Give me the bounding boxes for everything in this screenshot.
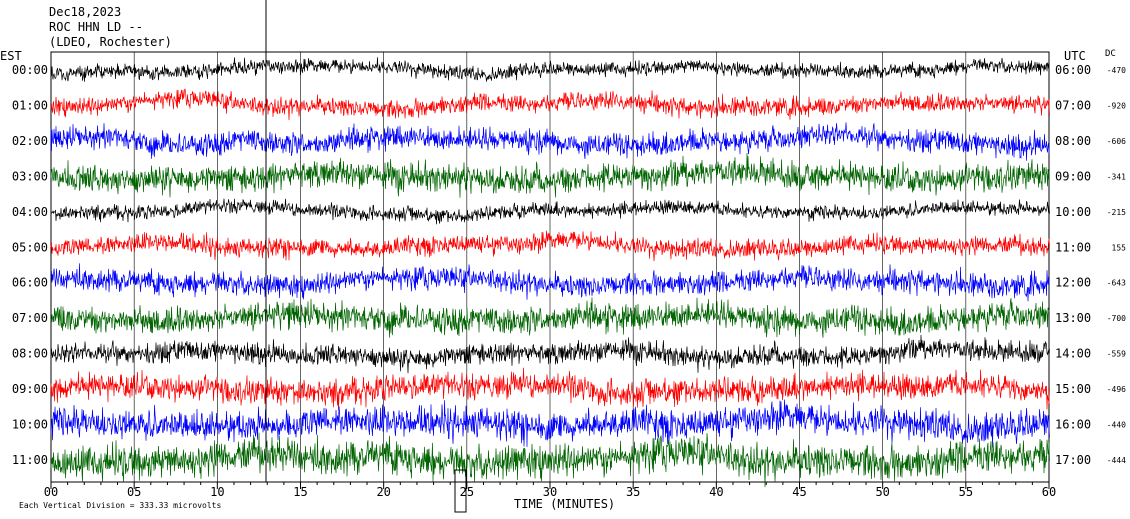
x-tick-label: 50 bbox=[875, 485, 889, 499]
x-tick-label: 60 bbox=[1042, 485, 1056, 499]
trace-line bbox=[50, 88, 1050, 121]
est-label: 03:00 bbox=[12, 169, 48, 183]
est-label: 10:00 bbox=[12, 418, 48, 432]
x-axis-label: TIME (MINUTES) bbox=[514, 497, 615, 511]
dc-label: -341 bbox=[1107, 172, 1126, 181]
x-tick-label: 55 bbox=[959, 485, 973, 499]
dc-label: -215 bbox=[1107, 208, 1126, 217]
utc-label: 16:00 bbox=[1055, 418, 1091, 432]
trace-line bbox=[50, 152, 1050, 198]
est-label: 08:00 bbox=[12, 347, 48, 361]
marker-lines bbox=[265, 0, 467, 513]
dc-label: 155 bbox=[1112, 243, 1127, 252]
trace-line bbox=[50, 334, 1050, 374]
est-label: 04:00 bbox=[12, 205, 48, 219]
est-label: 06:00 bbox=[12, 276, 48, 290]
footer-note: Each Vertical Division = 333.33 microvol… bbox=[19, 501, 221, 510]
dc-label: -643 bbox=[1107, 279, 1126, 288]
utc-label: 06:00 bbox=[1055, 63, 1091, 77]
est-label: 01:00 bbox=[12, 98, 48, 112]
dc-label: -606 bbox=[1107, 137, 1126, 146]
trace-line bbox=[50, 57, 1050, 82]
trace-line bbox=[50, 263, 1050, 302]
dc-label: -440 bbox=[1107, 421, 1126, 430]
dc-label: -470 bbox=[1107, 66, 1126, 75]
utc-label: 07:00 bbox=[1055, 98, 1091, 112]
trace-line bbox=[50, 367, 1050, 411]
dc-label: -444 bbox=[1107, 456, 1126, 465]
x-tick-label: 15 bbox=[293, 485, 307, 499]
chart-date: Dec18,2023 bbox=[49, 5, 121, 19]
traces bbox=[50, 57, 1050, 488]
utc-label: 13:00 bbox=[1055, 311, 1091, 325]
x-tick-label: 05 bbox=[127, 485, 141, 499]
utc-labels: 06:00 07:00 08:00 09:00 10:00 11:00 12:00 13:00… bbox=[1055, 63, 1091, 467]
trace-line bbox=[50, 399, 1050, 448]
x-tick-label: 30 bbox=[543, 485, 557, 499]
est-label: 05:00 bbox=[12, 240, 48, 254]
utc-label: 12:00 bbox=[1055, 276, 1091, 290]
x-axis: 00 05 10 15 20 25 30 35 40 45 50 55 60 bbox=[44, 485, 1056, 499]
x-tick-label: 35 bbox=[626, 485, 640, 499]
est-label: 02:00 bbox=[12, 134, 48, 148]
utc-label: 09:00 bbox=[1055, 169, 1091, 183]
utc-label: 17:00 bbox=[1055, 453, 1091, 467]
x-tick-label: 40 bbox=[709, 485, 723, 499]
grid-lines bbox=[50, 51, 1050, 489]
x-tick-label: 25 bbox=[460, 485, 474, 499]
trace-line bbox=[50, 198, 1050, 225]
utc-label: 15:00 bbox=[1055, 382, 1091, 396]
dc-labels: -470 -920 -606 -341 -215 155 -643 -700 -559 -496 -… bbox=[1107, 66, 1126, 465]
trace-line bbox=[50, 122, 1050, 161]
est-label: 09:00 bbox=[12, 382, 48, 396]
dc-label: -559 bbox=[1107, 350, 1126, 359]
est-labels: 00:00 01:00 02:00 03:00 04:00 05:00 06:00 07:00… bbox=[12, 63, 48, 467]
x-tick-label: 10 bbox=[210, 485, 224, 499]
trace-line bbox=[50, 230, 1050, 262]
chart-station: ROC HHN LD -- bbox=[49, 20, 143, 34]
dc-label: -496 bbox=[1107, 385, 1126, 394]
trace-line bbox=[50, 297, 1050, 338]
marker-box bbox=[454, 469, 467, 513]
utc-label: 14:00 bbox=[1055, 347, 1091, 361]
est-label: 11:00 bbox=[12, 453, 48, 467]
trace-line bbox=[50, 432, 1050, 488]
dc-label: -920 bbox=[1107, 101, 1126, 110]
est-label: 07:00 bbox=[12, 311, 48, 325]
x-tick-label: 00 bbox=[44, 485, 58, 499]
chart-network: (LDEO, Rochester) bbox=[49, 35, 172, 49]
est-axis-title: EST bbox=[0, 49, 22, 63]
utc-label: 11:00 bbox=[1055, 240, 1091, 254]
dc-column-title: DC bbox=[1105, 49, 1116, 59]
utc-label: 10:00 bbox=[1055, 205, 1091, 219]
dc-label: -700 bbox=[1107, 314, 1126, 323]
utc-label: 08:00 bbox=[1055, 134, 1091, 148]
x-tick-label: 45 bbox=[792, 485, 806, 499]
est-label: 00:00 bbox=[12, 63, 48, 77]
utc-axis-title: UTC bbox=[1064, 49, 1086, 63]
x-tick-label: 20 bbox=[376, 485, 390, 499]
